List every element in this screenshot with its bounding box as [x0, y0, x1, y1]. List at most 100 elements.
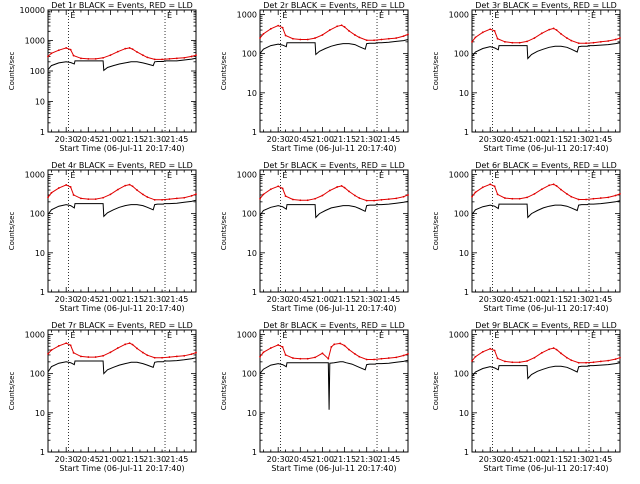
x-tick-label: 21:30 — [355, 455, 378, 464]
lld-point — [146, 354, 149, 357]
events-series-line — [47, 357, 197, 375]
lld-series-line — [259, 342, 409, 360]
y-tick-label: 100 — [30, 370, 45, 379]
lld-point — [340, 185, 343, 187]
lld-point — [402, 354, 405, 357]
lld-point — [116, 347, 119, 349]
lld-point — [474, 36, 477, 39]
y-tick-label: 1 — [464, 288, 469, 297]
panel-title: Det 6r BLACK = Events, RED = LLD — [475, 161, 617, 170]
lld-point — [327, 357, 330, 360]
panel-3: Det 3r BLACK = Events, RED = LLD 1 10 100 10… — [432, 1, 621, 153]
flag-mark: E — [167, 11, 172, 20]
lld-point — [407, 33, 409, 36]
x-tick-label: 21:00 — [311, 295, 334, 304]
lld-point — [619, 37, 621, 39]
events-series-line — [47, 57, 197, 72]
lld-point — [72, 351, 75, 354]
y-axis-label: Counts/sec — [220, 212, 228, 251]
y-axis-label: Counts/sec — [432, 372, 440, 411]
lld-point — [343, 186, 346, 189]
lld-point — [292, 198, 294, 201]
lld-point — [128, 183, 131, 186]
x-tick-label: 21:30 — [567, 455, 590, 464]
lld-point — [277, 24, 280, 27]
x-tick-label: 21:15 — [121, 295, 144, 304]
lld-point — [136, 51, 138, 53]
flag-mark: E — [379, 171, 384, 180]
lld-point — [336, 186, 339, 188]
lld-point — [69, 186, 72, 188]
lld-point — [299, 357, 302, 360]
panel-title: Det 8r BLACK = Events, RED = LLD — [263, 321, 405, 330]
lld-point — [269, 347, 272, 349]
x-tick-label: 21:15 — [121, 455, 144, 464]
lld-point — [47, 196, 49, 199]
x-tick-label: 21:15 — [333, 455, 356, 464]
lld-point — [395, 356, 398, 359]
lld-point — [269, 188, 272, 191]
flag-mark: E — [70, 171, 75, 180]
x-tick-label: 21:15 — [545, 295, 568, 304]
flag-mark: E — [282, 171, 287, 180]
lld-point — [102, 56, 104, 59]
x-tick-label: 21:30 — [567, 295, 590, 304]
lld-point — [552, 27, 555, 30]
y-tick-label: 100 — [242, 210, 257, 219]
lld-point — [407, 194, 409, 196]
events-series-line — [259, 359, 409, 410]
y-tick-label: 1 — [40, 128, 45, 137]
lld-point — [321, 194, 324, 197]
lld-point — [380, 38, 383, 41]
lld-point — [50, 349, 53, 351]
lld-point — [168, 57, 171, 60]
lld-point — [585, 198, 587, 201]
lld-point — [395, 37, 398, 39]
lld-point — [314, 37, 316, 39]
x-tick-label: 20:30 — [55, 295, 78, 304]
lld-point — [136, 189, 138, 191]
x-tick-label: 21:15 — [333, 295, 356, 304]
lld-point — [57, 187, 60, 189]
panel-title: Det 1r BLACK = Events, RED = LLD — [51, 1, 193, 10]
lld-point — [614, 194, 617, 197]
panel-title: Det 4r BLACK = Events, RED = LLD — [51, 161, 193, 170]
events-series-line — [471, 362, 621, 380]
lld-point — [314, 197, 316, 200]
lld-point — [281, 346, 284, 348]
lld-point — [533, 37, 536, 39]
lld-point — [348, 30, 350, 32]
y-tick-label: 10 — [459, 409, 469, 418]
flag-mark: E — [167, 331, 172, 340]
lld-point — [365, 39, 368, 42]
panel-9: Det 9r BLACK = Events, RED = LLD 1 10 100 10… — [432, 321, 621, 473]
x-tick-label: 21:00 — [99, 455, 122, 464]
lld-point — [124, 184, 127, 187]
y-tick-label: 1 — [252, 128, 257, 137]
x-tick-label: 20:45 — [501, 455, 524, 464]
events-series-line — [259, 39, 409, 56]
panel-6: Det 6r BLACK = Events, RED = LLD 1 10 100 10… — [432, 161, 621, 313]
lld-point — [128, 342, 131, 345]
y-tick-label: 1000 — [237, 10, 257, 19]
panel-title: Det 9r BLACK = Events, RED = LLD — [475, 321, 617, 330]
lld-point — [353, 194, 356, 197]
flag-mark: E — [379, 11, 384, 20]
x-tick-label: 21:00 — [311, 455, 334, 464]
panel-7: Det 7r BLACK = Events, RED = LLD 1 10 100 10… — [8, 321, 197, 473]
lld-point — [407, 352, 409, 355]
lld-point — [292, 357, 294, 359]
lld-point — [128, 47, 131, 49]
lld-point — [259, 355, 261, 358]
lld-point — [292, 37, 294, 40]
lld-point — [328, 29, 331, 31]
x-tick-label: 21:30 — [143, 295, 166, 304]
y-axis-label: Counts/sec — [8, 372, 16, 411]
x-tick-label: 20:45 — [501, 295, 524, 304]
lld-point — [496, 37, 499, 40]
y-tick-label: 1 — [464, 128, 469, 137]
y-axis-label: Counts/sec — [220, 372, 228, 411]
lld-point — [592, 41, 595, 44]
lld-point — [489, 347, 492, 350]
lld-point — [565, 192, 568, 195]
